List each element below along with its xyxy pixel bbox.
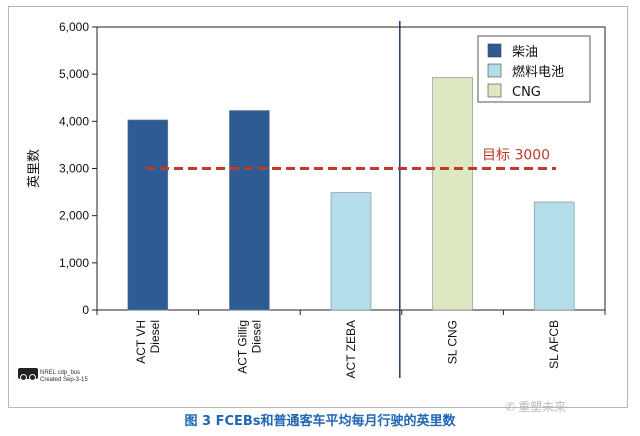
bar: [127, 119, 169, 311]
watermark: ✆ 重塑未来: [505, 398, 566, 415]
y-tick-label: 1,000: [59, 256, 89, 270]
legend-swatch: [487, 63, 502, 78]
bar: [330, 192, 372, 311]
x-tick-label: Diesel: [148, 320, 162, 353]
legend-label: 柴油: [512, 45, 538, 60]
figure-caption: 图 3 FCEBs和普通客车平均每月行驶的英里数: [184, 414, 456, 429]
y-tick-label: 3,000: [59, 162, 89, 176]
target-label: 目标 3000: [482, 148, 550, 164]
y-tick-label: 6,000: [59, 20, 89, 34]
y-tick-label: 5,000: [59, 67, 89, 81]
legend-swatch: [487, 83, 502, 98]
y-tick-label: 2,000: [59, 209, 89, 223]
bus-logo-icon: [18, 368, 38, 381]
wechat-icon: ✆: [505, 400, 516, 414]
x-tick-label: ACT Gillig: [235, 320, 249, 374]
y-tick-label: 0: [82, 303, 89, 317]
bar: [432, 77, 473, 311]
x-tick-label: SL AFCB: [547, 320, 561, 369]
legend-label: 燃料电池: [512, 64, 564, 80]
x-tick-label: SL CNG: [446, 320, 460, 364]
y-axis-label: 英里数: [27, 149, 42, 188]
footnote-line-2: Created Sep-3-15: [40, 377, 88, 383]
x-tick-label: ACT ZEBA: [344, 320, 358, 378]
footnote-line-1: NREL cdp_bus: [40, 370, 81, 376]
x-tick-label: Diesel: [249, 320, 263, 353]
footnote: NREL cdp_bus Created Sep-3-15: [40, 370, 88, 384]
bar: [229, 110, 270, 311]
watermark-text: 重塑未来: [518, 400, 567, 414]
legend-label: CNG: [512, 85, 541, 100]
legend-swatch: [487, 43, 502, 58]
x-tick-label: ACT VH: [134, 320, 148, 364]
bar: [533, 201, 575, 311]
y-tick-label: 4,000: [59, 114, 89, 128]
